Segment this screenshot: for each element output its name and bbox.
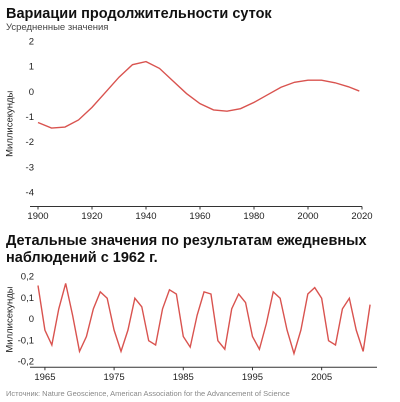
chart-subtitle: Усредненные значения bbox=[6, 22, 109, 33]
x-tick-label: 1965 bbox=[34, 372, 55, 383]
y-tick-label: 1 bbox=[29, 62, 34, 73]
x-tick-label: 2005 bbox=[311, 372, 332, 383]
x-tick-label: 1940 bbox=[135, 211, 156, 222]
y-axis-label: Миллисекунды bbox=[5, 286, 16, 352]
y-tick-label: -4 bbox=[26, 187, 34, 198]
chart-title: Вариации продолжительности суток bbox=[6, 6, 272, 22]
y-tick-label: -1 bbox=[26, 112, 34, 123]
data-line bbox=[37, 283, 371, 356]
y-tick-label: 0,2 bbox=[21, 272, 34, 283]
y-axis-label: Миллисекунды bbox=[5, 90, 16, 156]
y-tick-label: 0,1 bbox=[21, 293, 34, 304]
y-tick-label: 2 bbox=[29, 37, 34, 48]
source-note: Источник: Nature Geoscience, American As… bbox=[6, 389, 290, 398]
x-tick-label: 1920 bbox=[81, 211, 102, 222]
chart-title: Детальные значения по результатам ежедне… bbox=[6, 233, 367, 266]
x-tick-label: 1975 bbox=[104, 372, 125, 383]
x-tick-label: 1960 bbox=[189, 211, 210, 222]
y-tick-label: -0,2 bbox=[18, 357, 34, 368]
y-tick-label: -3 bbox=[26, 162, 34, 173]
x-tick-label: 2000 bbox=[297, 211, 318, 222]
x-tick-label: 1985 bbox=[173, 372, 194, 383]
y-tick-label: 0 bbox=[29, 314, 34, 325]
x-tick-label: 1980 bbox=[243, 211, 264, 222]
y-tick-label: 0 bbox=[29, 87, 34, 98]
x-tick-label: 2020 bbox=[351, 211, 372, 222]
x-tick-label: 1995 bbox=[242, 372, 263, 383]
data-line bbox=[37, 60, 360, 129]
y-tick-label: -2 bbox=[26, 137, 34, 148]
x-tick-label: 1900 bbox=[27, 211, 48, 222]
y-tick-label: -0,1 bbox=[18, 335, 34, 346]
